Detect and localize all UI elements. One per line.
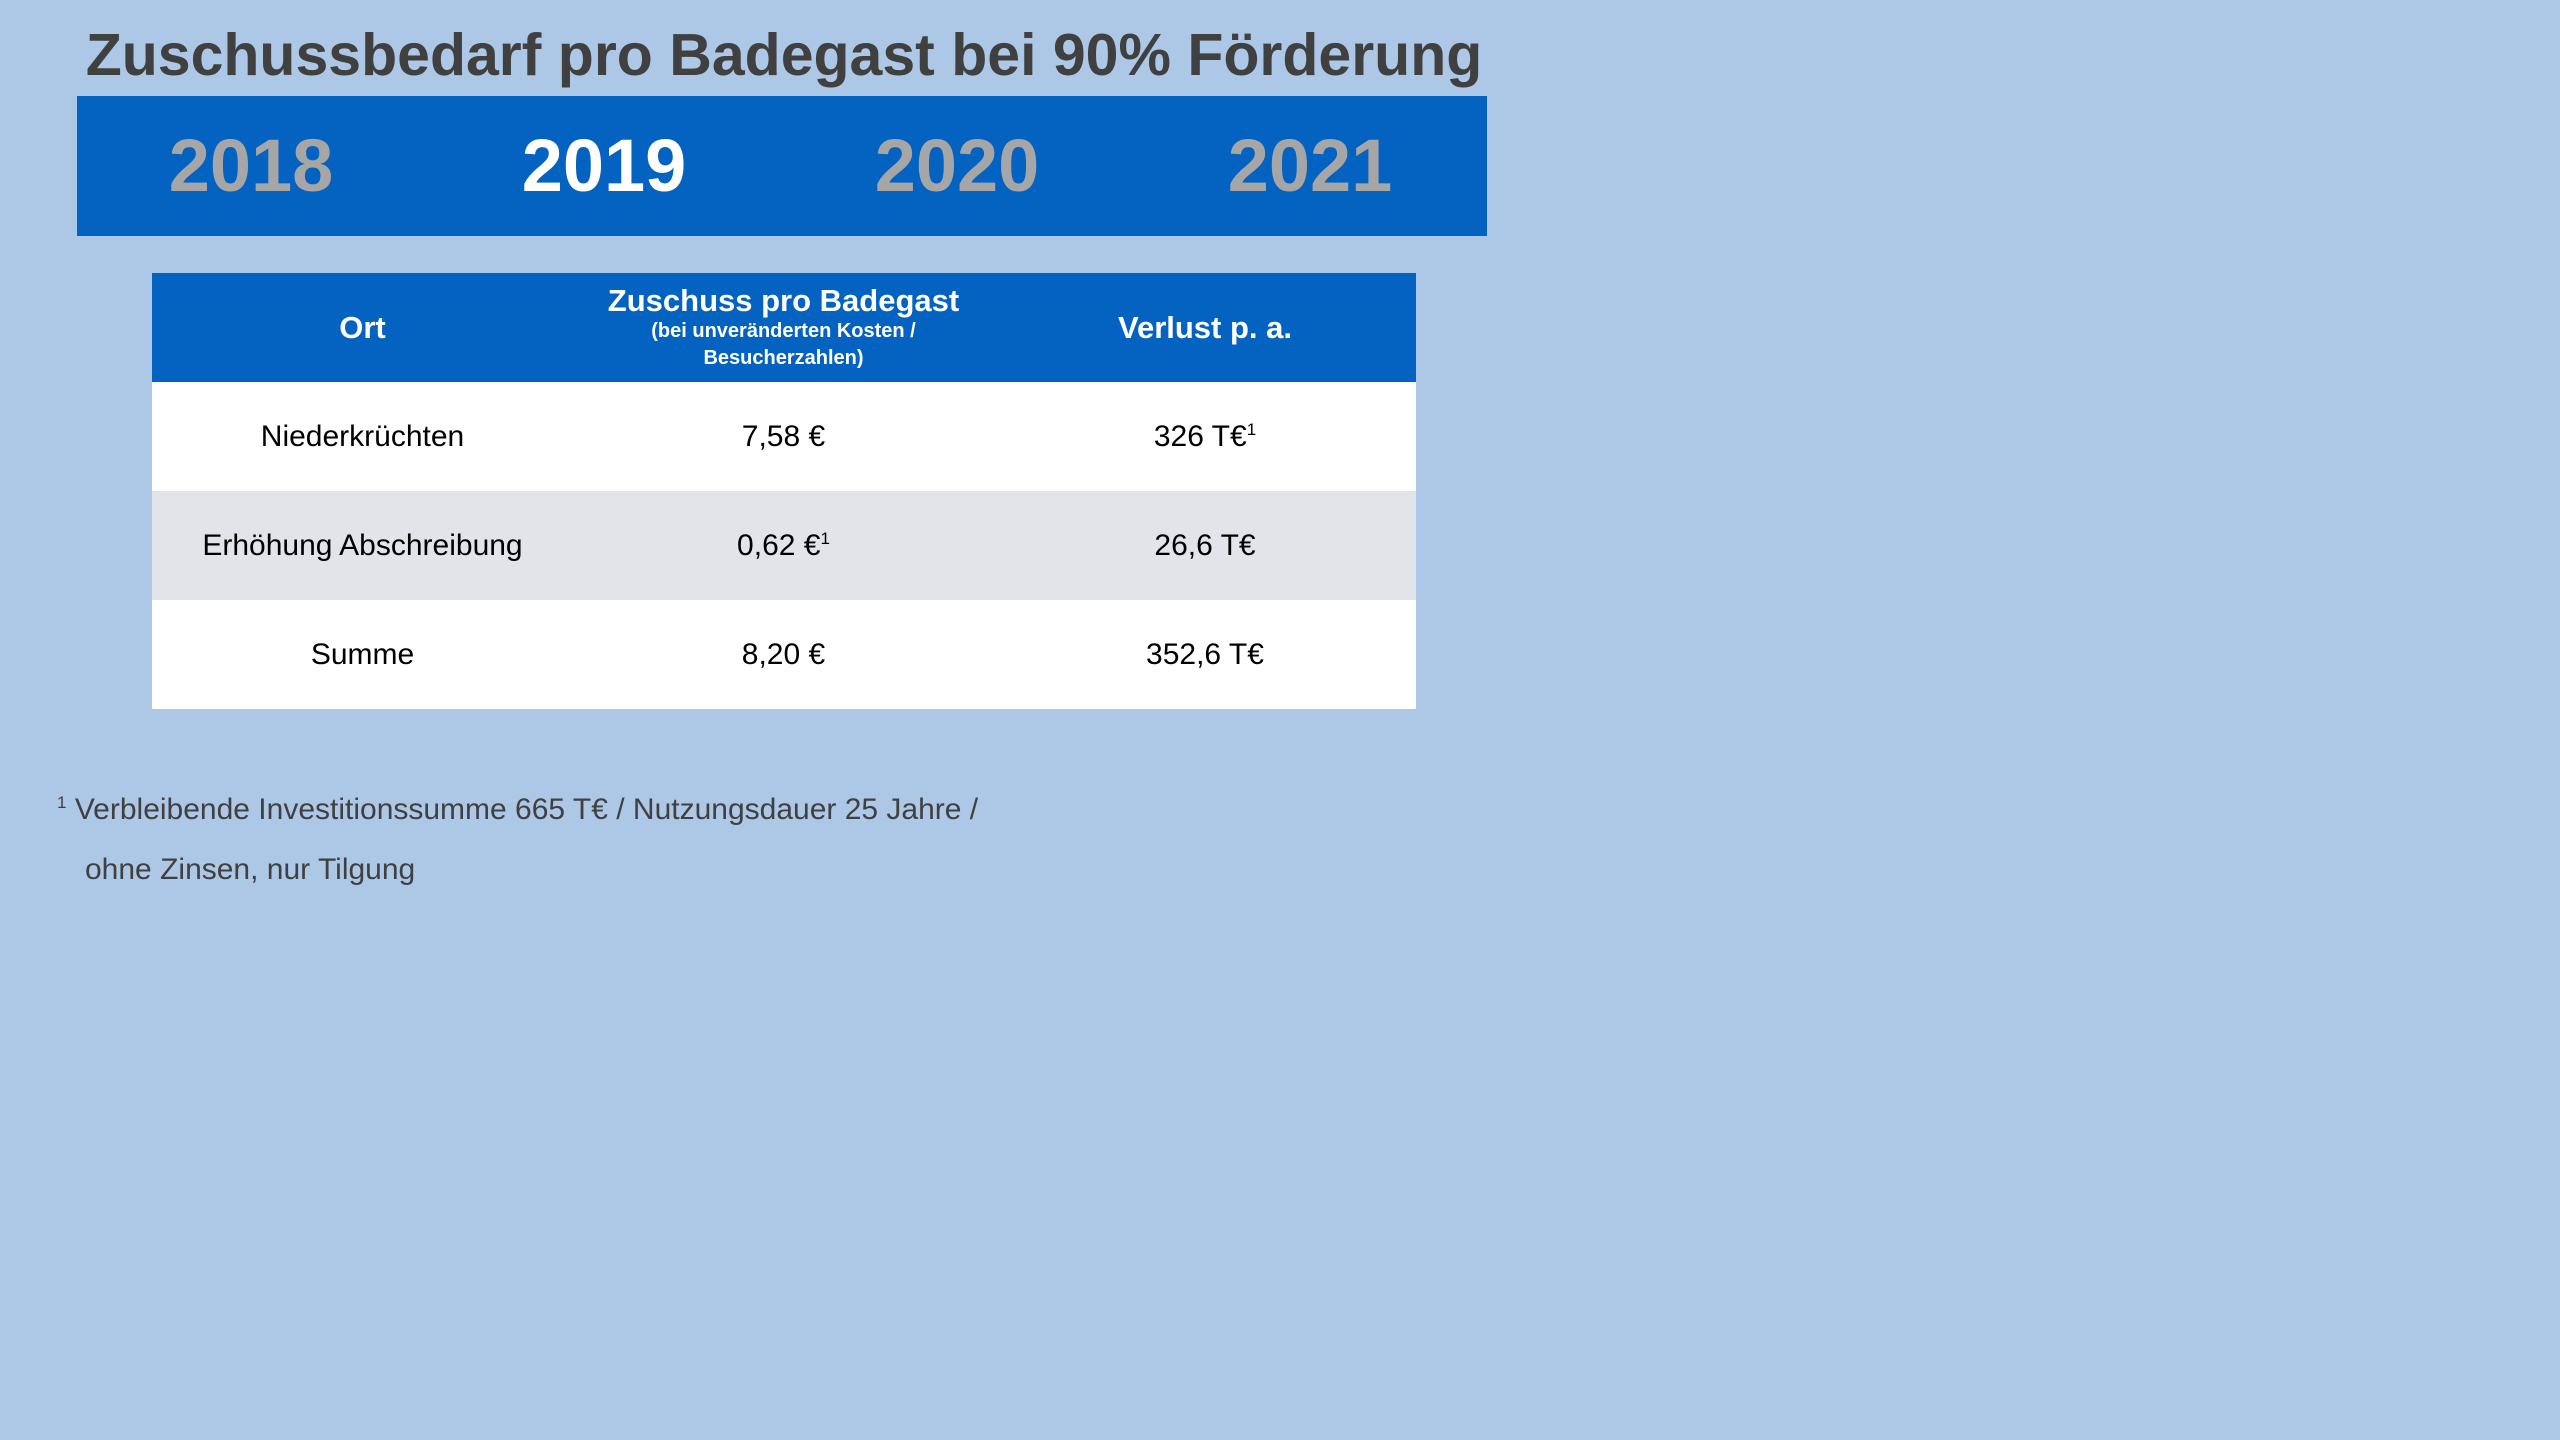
page-title: Zuschussbedarf pro Badegast bei 90% Förd…: [85, 22, 1483, 88]
table-row: Erhöhung Abschreibung 0,62 €1 26,6 T€: [152, 491, 1416, 600]
header-verlust: Verlust p. a.: [994, 273, 1416, 382]
header-verlust-label: Verlust p. a.: [1117, 309, 1292, 345]
year-tab-2019[interactable]: 2019: [521, 124, 687, 207]
header-zuschuss-label: Zuschuss pro Badegast: [607, 282, 960, 318]
cell-zuschuss-value: 0,62 €: [737, 528, 821, 562]
header-ort-label: Ort: [339, 309, 386, 345]
footnote-mark: 1: [57, 793, 67, 812]
footnote-ref: 1: [1246, 419, 1257, 439]
table-row: Summe 8,20 € 352,6 T€: [152, 600, 1416, 709]
cell-zuschuss-value: 7,58 €: [741, 419, 826, 453]
table-row: Niederkrüchten 7,58 € 326 T€1: [152, 382, 1416, 491]
cell-ort: Summe: [310, 637, 415, 671]
cell-verlust-value: 326 T€: [1153, 419, 1247, 453]
table-header: Ort Zuschuss pro Badegast (bei unverände…: [152, 273, 1416, 382]
cell-ort: Erhöhung Abschreibung: [202, 528, 523, 562]
cell-zuschuss: 0,62 €1: [573, 529, 994, 563]
cell-zuschuss: 8,20 €: [573, 638, 994, 672]
footnote: 1 Verbleibende Investitionssumme 665 T€ …: [57, 780, 1357, 900]
header-zuschuss: Zuschuss pro Badegast (bei unveränderten…: [573, 273, 994, 382]
year-tab-2020[interactable]: 2020: [874, 124, 1040, 207]
cell-ort: Niederkrüchten: [260, 419, 465, 453]
header-zuschuss-note-line2: Besucherzahlen): [703, 346, 864, 369]
subsidy-table: Ort Zuschuss pro Badegast (bei unverände…: [152, 273, 1416, 709]
footnote-line2: ohne Zinsen, nur Tilgung: [85, 853, 416, 886]
cell-zuschuss: 7,58 €: [573, 420, 994, 454]
year-tab-2018[interactable]: 2018: [168, 124, 334, 207]
header-zuschuss-note-line1: (bei unveränderten Kosten /: [651, 319, 916, 342]
year-tab-2021[interactable]: 2021: [1227, 124, 1393, 207]
cell-verlust: 326 T€1: [994, 420, 1416, 454]
header-ort: Ort: [152, 273, 573, 382]
year-selector: 2018 2019 2020 2021: [77, 96, 1487, 236]
cell-verlust: 352,6 T€: [994, 638, 1416, 672]
cell-zuschuss-value: 8,20 €: [741, 637, 826, 671]
cell-verlust-value: 26,6 T€: [1154, 528, 1256, 562]
cell-verlust: 26,6 T€: [994, 529, 1416, 563]
cell-verlust-value: 352,6 T€: [1146, 637, 1264, 671]
footnote-ref: 1: [820, 528, 830, 548]
footnote-line1: Verbleibende Investitionssumme 665 T€ / …: [74, 793, 979, 826]
